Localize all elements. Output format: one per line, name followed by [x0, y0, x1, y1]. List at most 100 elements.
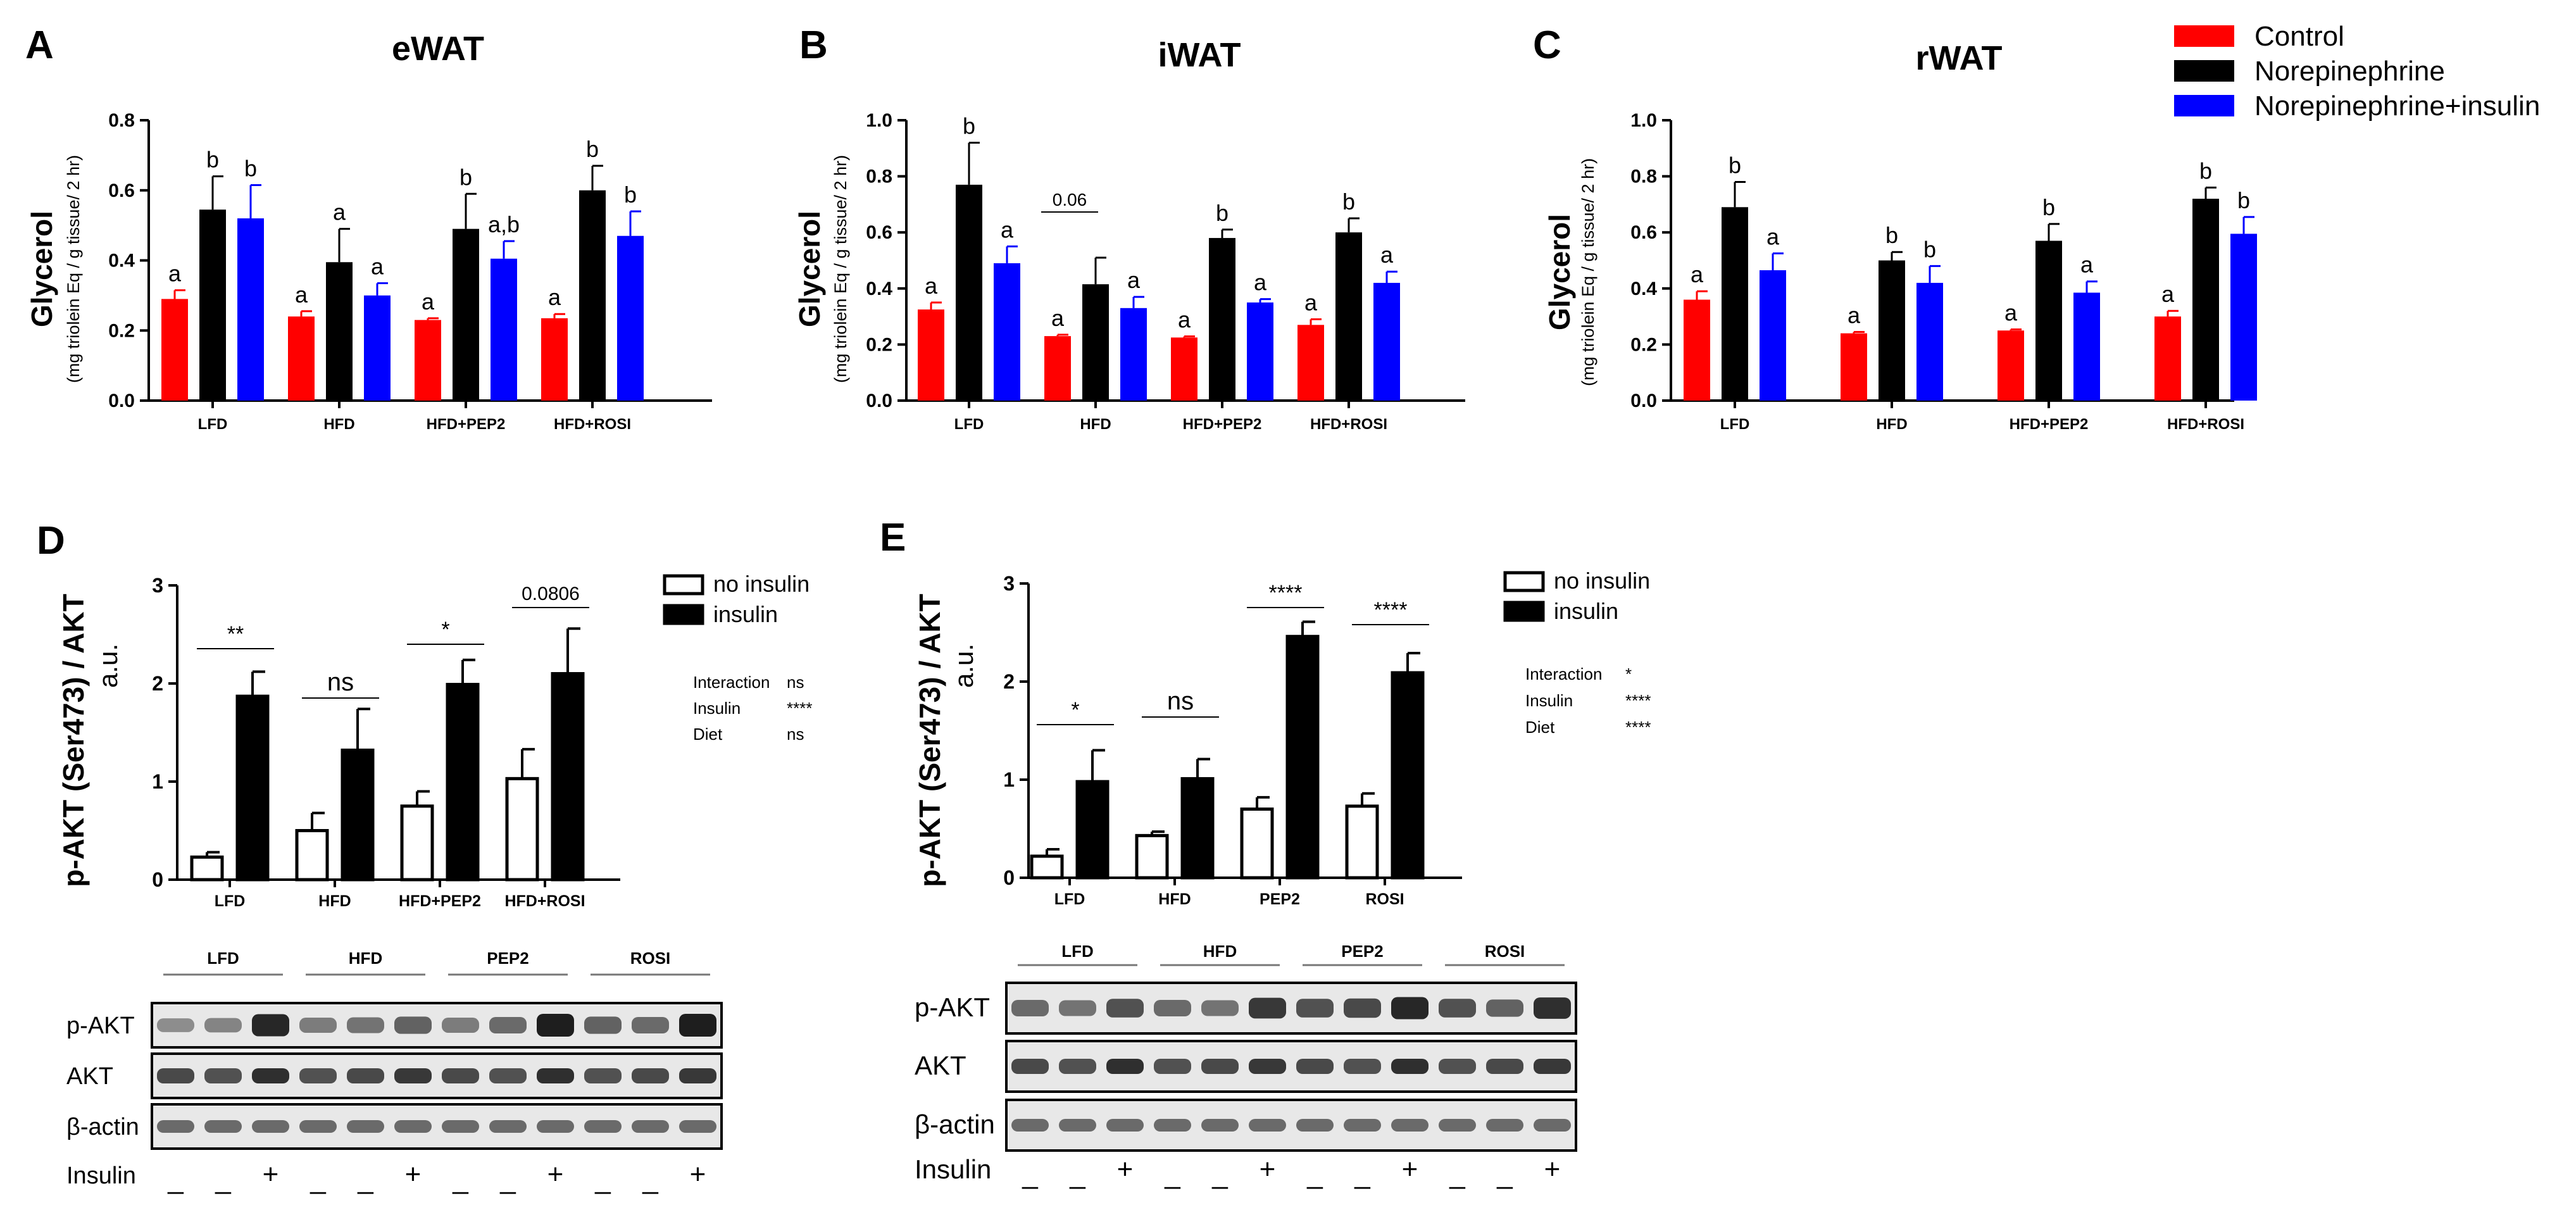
bar: [453, 228, 479, 401]
blot-strip: [1005, 982, 1577, 1035]
blot-band: [394, 1068, 432, 1083]
significance-letter: a: [548, 284, 561, 310]
stats-e-interaction-label: Interaction: [1525, 664, 1602, 683]
p-value-annotation: 0.06: [1053, 190, 1087, 209]
blot-strip: [151, 1052, 723, 1099]
x-tick-label: LFD: [215, 892, 246, 910]
bar: [1841, 333, 1867, 401]
panel-letter-d: D: [37, 519, 65, 563]
significance-letter: a,b: [488, 211, 520, 237]
blot-strip: [1005, 1040, 1577, 1093]
blot-band: [1011, 999, 1049, 1017]
y-tick-label: 0.0: [108, 390, 135, 411]
legend-d-swatch-no-insulin: [663, 574, 704, 596]
blot-band: [1154, 1119, 1191, 1132]
y-tick-label: 0.0: [1630, 390, 1657, 411]
significance-letter: b: [206, 147, 219, 173]
bar: [1722, 207, 1748, 401]
x-tick-label: HFD: [1080, 416, 1111, 433]
y-tick-label: 0.2: [1630, 334, 1657, 355]
significance-label: ****: [1374, 598, 1408, 622]
blot-band: [632, 1068, 669, 1083]
blot-band: [442, 1018, 479, 1033]
blot-band: [679, 1014, 716, 1037]
bar: [1373, 282, 1400, 401]
stats-d-insulin-label: Insulin: [693, 699, 741, 718]
panel-a-ylabel-sub: (mg triolein Eq / g tissue/ 2 hr): [64, 155, 83, 383]
blot-band: [157, 1068, 194, 1083]
stats-panel-d: Interaction ns Insulin **** Diet ns: [693, 673, 812, 744]
bar: [1209, 238, 1235, 401]
significance-letter: a: [2161, 281, 2175, 307]
blot-band: [584, 1068, 622, 1083]
blot-insulin-mark: _: [1354, 1159, 1370, 1190]
panel-letter-e: E: [880, 516, 906, 559]
significance-letter: a: [1254, 270, 1267, 296]
panel-b-ylabel: Glycerol: [793, 211, 826, 327]
significance-letter: a: [1766, 223, 1780, 249]
blot-band: [1391, 997, 1429, 1020]
bar: [1247, 302, 1273, 401]
blot-group-label: PEP2: [487, 949, 529, 968]
bar: [1285, 635, 1320, 880]
y-tick-label: 1: [152, 770, 163, 793]
legend-top: Control Norepinephrine Norepinephrine+in…: [2174, 21, 2540, 122]
bar: [491, 258, 517, 401]
stats-e-insulin-value: ****: [1625, 691, 1651, 710]
blot-group-label: HFD: [1203, 942, 1237, 961]
blot-band: [1106, 1059, 1144, 1074]
blot-row-label: β-actin: [66, 1114, 139, 1140]
significance-letter: a: [925, 273, 938, 299]
blot-insulin-mark: +: [547, 1159, 564, 1190]
blot-insulin-label: Insulin: [915, 1154, 991, 1184]
x-tick-label: LFD: [198, 416, 228, 433]
legend-label-control: Control: [2254, 21, 2344, 52]
significance-letter: a: [371, 253, 384, 279]
blot-band: [489, 1120, 527, 1133]
significance-label: **: [227, 622, 244, 646]
blot-insulin-mark: _: [1496, 1159, 1513, 1190]
bar: [1082, 284, 1109, 401]
significance-letter: b: [1342, 189, 1355, 215]
blot-band: [204, 1018, 242, 1033]
blot-band: [299, 1018, 337, 1033]
panel-b-chart: 0.0 0.2 0.4 0.6 0.8 1.0 LFD a b a HFD a a HFD+PEP2 a b a…: [866, 110, 1465, 433]
blot-band: [632, 1016, 669, 1034]
significance-letter: b: [1923, 236, 1936, 262]
blot-insulin-mark: +: [1260, 1154, 1276, 1185]
legend-label-norepinephrine: Norepinephrine: [2254, 56, 2445, 87]
blot-insulin-mark: _: [1022, 1159, 1038, 1190]
blot-band: [679, 1120, 716, 1133]
bar: [579, 190, 606, 401]
significance-letter: a: [1848, 302, 1861, 328]
blot-row-label: AKT: [66, 1063, 113, 1090]
bar: [235, 694, 270, 882]
blot-band: [1296, 1059, 1334, 1074]
bar: [341, 748, 375, 882]
legend-d-swatch-insulin: [663, 604, 704, 625]
bar: [1297, 325, 1324, 401]
panel-e-ylabel: p-AKT (Ser473) / AKT: [913, 594, 946, 887]
x-tick-label: HFD+PEP2: [399, 892, 481, 910]
significance-letter: a: [2080, 252, 2094, 278]
blot-insulin-mark: _: [215, 1164, 231, 1195]
stats-e-interaction-value: *: [1625, 664, 1632, 683]
panel-c-ylabel: Glycerol: [1543, 214, 1576, 330]
significance-letter: a: [168, 261, 182, 287]
bar: [364, 295, 391, 401]
legend-e-label-no-insulin: no insulin: [1554, 568, 1650, 594]
significance-letter: b: [244, 155, 257, 181]
bar: [505, 777, 539, 882]
blot-band: [1391, 1059, 1429, 1074]
blot-row-label: AKT: [915, 1051, 966, 1080]
y-tick-label: 3: [1003, 572, 1015, 595]
blot-band: [1344, 998, 1381, 1018]
blot-insulin-mark: _: [642, 1164, 658, 1195]
stats-e-diet-label: Diet: [1525, 718, 1555, 737]
y-tick-label: 1.0: [866, 110, 892, 131]
blot-band: [1106, 999, 1144, 1018]
blot-group-label: HFD: [349, 949, 382, 968]
panel-d-ylabel-sub: a.u.: [93, 644, 123, 688]
blot-band: [1534, 997, 1571, 1019]
